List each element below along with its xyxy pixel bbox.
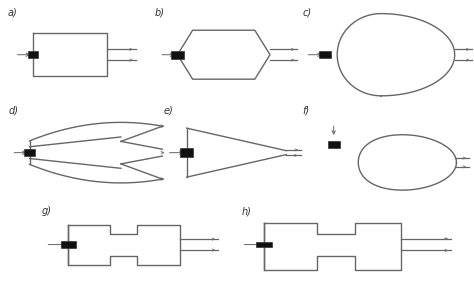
Text: h): h) (242, 206, 251, 216)
Bar (319, 51, 331, 58)
Text: c): c) (302, 8, 311, 18)
Bar (256, 242, 272, 247)
Bar (180, 148, 193, 157)
Bar (24, 149, 36, 156)
Text: e): e) (164, 106, 174, 116)
Bar (328, 141, 340, 148)
Text: f): f) (302, 106, 309, 116)
Bar (28, 51, 38, 58)
Bar (172, 51, 183, 59)
Text: a): a) (8, 8, 18, 18)
Text: d): d) (8, 106, 18, 116)
Text: g): g) (42, 206, 52, 216)
Bar (61, 241, 76, 248)
Text: b): b) (155, 8, 164, 18)
